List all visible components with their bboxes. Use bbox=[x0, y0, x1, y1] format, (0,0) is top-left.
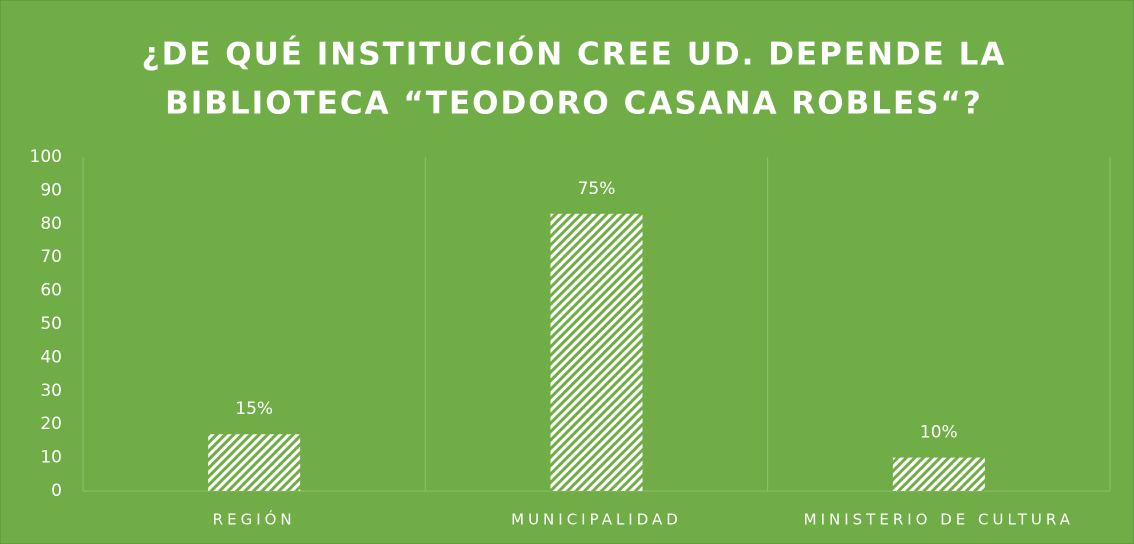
chart-title: ¿DE QUÉ INSTITUCIÓN CREE UD. DEPENDE LA bbox=[142, 36, 1007, 73]
x-tick-label: MUNICIPALIDAD bbox=[511, 511, 682, 529]
y-tick-label: 90 bbox=[40, 180, 62, 200]
y-tick-label: 40 bbox=[40, 347, 62, 367]
data-label: 15% bbox=[235, 399, 273, 419]
y-tick-label: 10 bbox=[40, 448, 62, 468]
y-tick-label: 100 bbox=[30, 147, 62, 167]
y-tick-label: 70 bbox=[40, 247, 62, 267]
bar bbox=[550, 213, 643, 491]
chart-title: BIBLIOTECA “TEODORO CASANA ROBLES“? bbox=[165, 86, 983, 122]
data-label: 10% bbox=[920, 423, 958, 443]
y-tick-label: 50 bbox=[40, 314, 62, 334]
y-tick-label: 80 bbox=[40, 214, 62, 234]
data-label: 75% bbox=[578, 179, 616, 199]
y-tick-label: 30 bbox=[40, 381, 62, 401]
bar bbox=[892, 457, 985, 491]
y-tick-label: 20 bbox=[40, 414, 62, 434]
y-tick-label: 0 bbox=[51, 481, 62, 501]
x-tick-label: REGIÓN bbox=[213, 510, 296, 529]
x-tick-label: MINISTERIO DE CULTURA bbox=[804, 511, 1074, 529]
bar bbox=[208, 434, 301, 491]
y-tick-label: 60 bbox=[40, 281, 62, 301]
